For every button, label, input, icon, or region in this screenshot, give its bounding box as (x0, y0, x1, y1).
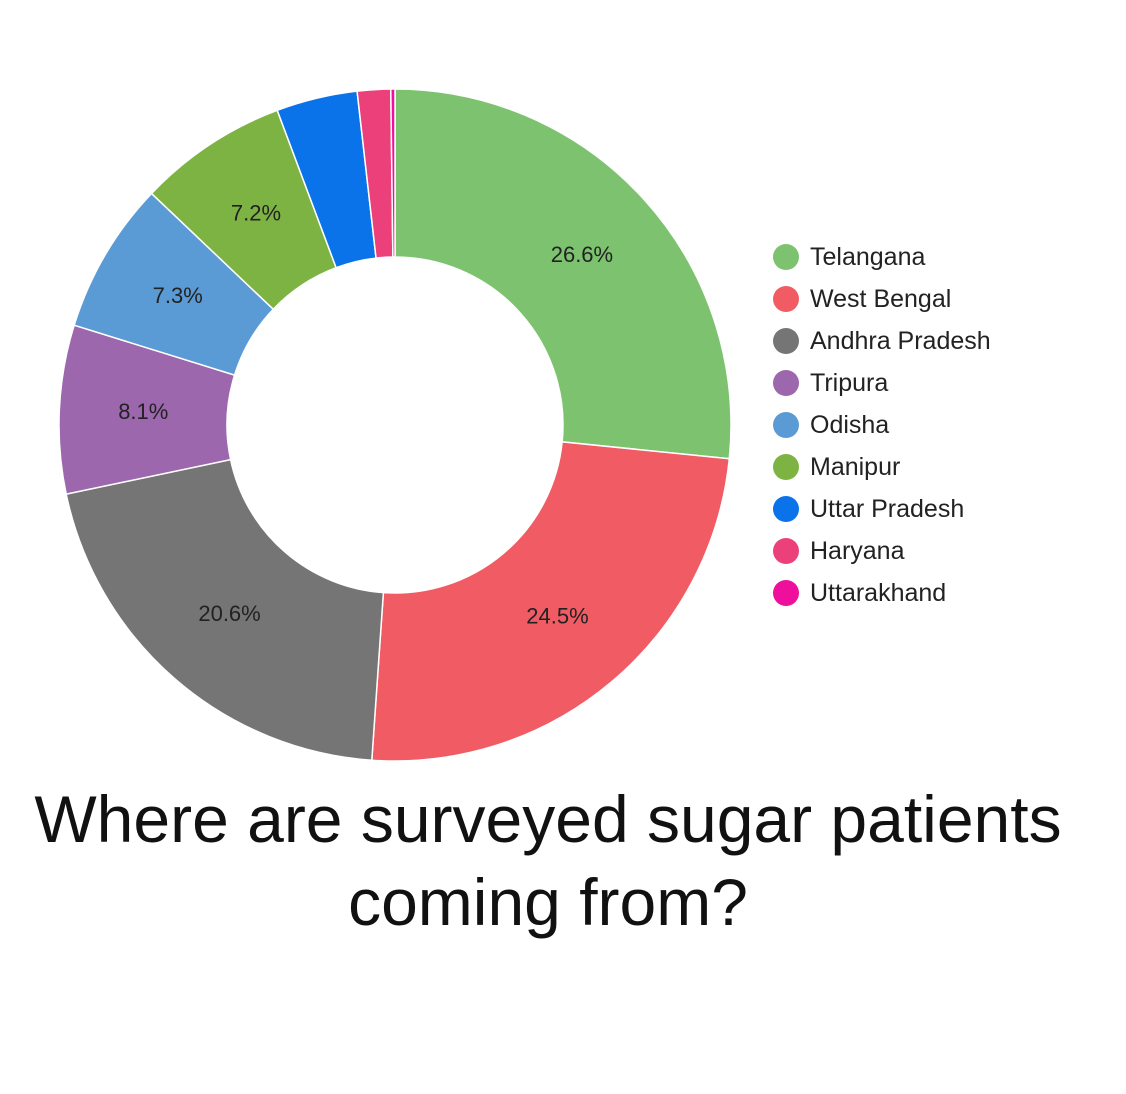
slice-west-bengal (370, 441, 731, 762)
legend-label: West Bengal (810, 284, 952, 313)
legend-label: Odisha (810, 410, 890, 439)
legend-swatch (773, 454, 799, 480)
legend-item: Andhra Pradesh (773, 320, 991, 362)
legend-swatch (773, 496, 799, 522)
legend-item: Telangana (773, 236, 991, 278)
legend-item: West Bengal (773, 278, 991, 320)
slice-label-andhra-pradesh: 20.6% (198, 601, 260, 626)
legend-item: Odisha (773, 404, 991, 446)
legend-label: Manipur (810, 452, 901, 481)
legend-label: Uttar Pradesh (810, 494, 965, 523)
slice-label-telangana: 26.6% (551, 242, 613, 267)
legend: Telangana West Bengal Andhra Pradesh Tripur… (773, 236, 991, 614)
slice-label-odisha: 7.3% (153, 283, 203, 308)
legend-swatch (773, 412, 799, 438)
slice-label-tripura: 8.1% (118, 399, 168, 424)
slice-andhra-pradesh (65, 458, 385, 761)
legend-swatch (773, 328, 799, 354)
legend-item: Manipur (773, 446, 991, 488)
donut-slices (58, 88, 732, 762)
legend-item: Uttar Pradesh (773, 488, 991, 530)
legend-label: Tripura (810, 368, 889, 397)
legend-swatch (773, 286, 799, 312)
donut-chart: 26.6% 24.5% 20.6% 8.1% 7.3% 7.2% (58, 88, 732, 762)
slice-labels: 26.6% 24.5% 20.6% 8.1% 7.3% 7.2% (118, 201, 613, 629)
slice-label-west-bengal: 24.5% (526, 603, 588, 628)
slice-uttarakhand (390, 88, 396, 258)
legend-swatch (773, 580, 799, 606)
legend-label: Telangana (810, 242, 926, 271)
chart-title: Where are surveyed sugar patients coming… (34, 782, 1062, 939)
legend-swatch (773, 370, 799, 396)
legend-swatch (773, 244, 799, 270)
legend-swatch (773, 538, 799, 564)
legend-item: Tripura (773, 362, 991, 404)
legend-item: Haryana (773, 530, 991, 572)
slice-telangana (394, 88, 732, 460)
legend-label: Andhra Pradesh (810, 326, 991, 355)
slice-label-manipur: 7.2% (231, 201, 281, 226)
legend-label: Uttarakhand (810, 578, 947, 607)
legend-label: Haryana (810, 536, 905, 565)
legend-item: Uttarakhand (773, 572, 991, 614)
